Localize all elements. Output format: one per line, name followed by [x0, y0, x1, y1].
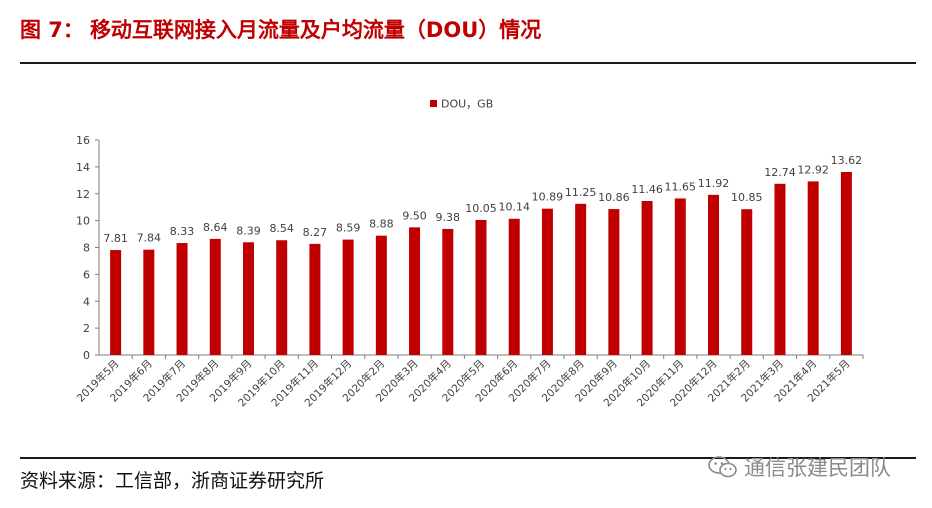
data-label: 13.62: [831, 154, 863, 167]
bar: [309, 243, 321, 355]
data-label: 8.88: [369, 218, 394, 231]
bar: [143, 249, 155, 355]
y-tick-label: 2: [83, 322, 90, 335]
data-label: 9.50: [402, 209, 427, 222]
bar: [475, 219, 487, 355]
wechat-icon: [708, 456, 737, 478]
bar: [209, 238, 221, 355]
bar: [840, 171, 852, 355]
bar: [442, 228, 454, 355]
data-label: 8.59: [336, 222, 361, 235]
data-label: 10.85: [731, 191, 763, 204]
data-label: 7.84: [137, 232, 162, 245]
bar: [342, 239, 354, 355]
bar: [741, 209, 753, 355]
data-label: 10.86: [598, 191, 630, 204]
bar: [641, 201, 653, 355]
y-tick-label: 8: [83, 242, 90, 255]
y-tick-label: 12: [76, 188, 90, 201]
watermark-text: 通信张建民团队: [744, 456, 891, 480]
bar: [608, 209, 620, 355]
figure-title-text: 移动互联网接入月流量及户均流量（DOU）情况: [89, 18, 542, 42]
bar: [110, 250, 122, 355]
legend-swatch: [430, 100, 437, 107]
bar: [508, 218, 520, 355]
y-tick-label: 6: [83, 268, 90, 281]
watermark: 通信张建民团队: [708, 452, 891, 482]
bar: [276, 240, 288, 355]
data-label: 12.92: [797, 163, 829, 176]
data-label: 10.89: [532, 191, 564, 204]
data-label: 10.14: [498, 201, 530, 214]
y-tick-label: 0: [83, 349, 90, 362]
top-rule: [20, 62, 916, 64]
figure-number: 图 7：: [20, 18, 84, 42]
bar: [375, 235, 387, 355]
bar: [541, 208, 553, 355]
legend: DOU，GB: [430, 98, 493, 111]
data-label: 10.05: [465, 202, 497, 215]
bar: [409, 227, 421, 355]
bottom-rule: [20, 457, 916, 459]
data-label: 8.27: [303, 226, 328, 239]
bar: [575, 203, 587, 355]
bar: [176, 243, 188, 355]
y-tick-label: 16: [76, 134, 90, 147]
bar: [674, 198, 686, 355]
data-label: 8.33: [170, 225, 195, 238]
y-tick-label: 4: [83, 295, 90, 308]
y-tick-label: 14: [76, 161, 90, 174]
bar: [774, 183, 786, 355]
data-label: 11.25: [565, 186, 597, 199]
bar: [242, 242, 254, 355]
data-label: 9.38: [436, 211, 461, 224]
bar: [807, 181, 819, 355]
data-label: 11.92: [698, 177, 730, 190]
y-tick-label: 10: [76, 215, 90, 228]
data-label: 8.54: [269, 222, 294, 235]
data-label: 11.46: [631, 183, 663, 196]
source-note: 资料来源：工信部，浙商证券研究所: [20, 470, 325, 492]
data-label: 11.65: [665, 180, 697, 193]
data-label: 8.64: [203, 221, 228, 234]
data-label: 12.74: [764, 166, 796, 179]
bar: [708, 194, 720, 355]
data-label: 8.39: [236, 224, 261, 237]
data-label: 7.81: [103, 232, 128, 245]
legend-label: DOU，GB: [441, 98, 493, 111]
figure-title: 图 7： 移动互联网接入月流量及户均流量（DOU）情况: [20, 14, 541, 44]
bar-chart: DOU，GB02468101214167.812019年5月7.842019年6…: [74, 98, 864, 409]
